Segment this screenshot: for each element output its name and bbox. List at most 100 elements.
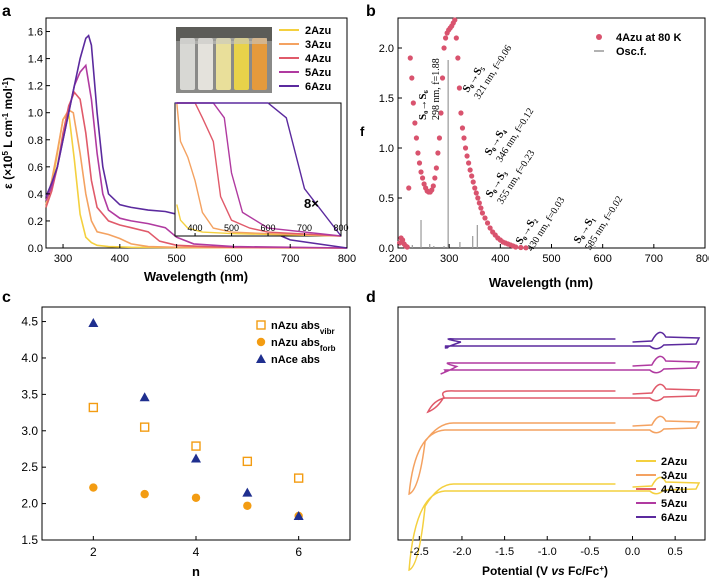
- panel-d-legend: 2Azu 3Azu 4Azu 5Azu 6Azu: [636, 456, 687, 524]
- circle-marker: [140, 489, 149, 499]
- scatter-point: [513, 244, 519, 250]
- open-square-marker: [242, 456, 253, 467]
- x-tick-label: 800: [696, 253, 709, 265]
- scatter-point: [421, 181, 427, 187]
- scatter-point: [429, 187, 435, 193]
- circle-marker: [89, 483, 98, 492]
- scatter-point: [456, 85, 462, 91]
- x-tick-label: -1.0: [538, 546, 557, 558]
- x-tick-label: -0.5: [580, 546, 599, 558]
- scatter-point: [466, 160, 472, 166]
- scatter-point: [452, 17, 458, 23]
- x-tick-label: 200: [389, 253, 407, 265]
- legend-label-3Azu: 3Azu: [661, 470, 687, 482]
- x-tick-label: 300: [440, 253, 458, 265]
- cv-curve-4Azu: [426, 383, 701, 414]
- triangle-marker: [242, 487, 253, 497]
- legend-label: nAzu absforb: [271, 337, 336, 353]
- y-tick-label: 0.6: [28, 162, 43, 174]
- inset-x-tick-label: 500: [224, 223, 239, 233]
- inset-x-tick-label: 600: [261, 223, 276, 233]
- scatter-point: [472, 185, 478, 191]
- scatter-point: [479, 210, 486, 216]
- panel-b-chart: 0.0 0.5 1.0 1.5 2.0 200 300 400 500 600 700 800 S₀…: [360, 17, 709, 290]
- scatter-point: [419, 175, 426, 181]
- y-tick-label: 0.8: [28, 135, 43, 147]
- y-tick-label: 4.0: [21, 351, 38, 365]
- x-tick-label: 700: [281, 253, 299, 265]
- scatter-point: [415, 150, 421, 156]
- scatter-point: [478, 205, 484, 211]
- inset-x-tick-label: 400: [188, 223, 203, 233]
- cv-curve-5Azu: [440, 355, 701, 375]
- open-square-marker: [139, 422, 150, 432]
- scatter-point: [487, 225, 493, 231]
- panel-a-xlabel: Wavelength (nm): [144, 269, 248, 284]
- scatter-point: [442, 35, 449, 41]
- y-tick-label: 2.5: [21, 460, 38, 474]
- scatter-point: [482, 215, 488, 221]
- x-tick-label: 6: [295, 545, 302, 559]
- panel-d-frame: [397, 306, 706, 541]
- scatter-point: [409, 75, 415, 81]
- inset-x-tick-label: 800: [333, 223, 348, 233]
- circle-marker: [243, 501, 252, 510]
- cv-curve-3Azu: [408, 415, 701, 496]
- inset-magnification-label: 8×: [304, 196, 319, 211]
- y-tick-label: 2.0: [379, 43, 394, 55]
- scatter-point: [404, 244, 410, 250]
- scatter-point: [518, 244, 524, 251]
- scatter-point: [410, 100, 416, 106]
- scatter-point: [413, 135, 420, 141]
- triangle-marker: [88, 318, 99, 328]
- y-tick-label: 1.6: [28, 27, 43, 39]
- scatter-point: [407, 55, 413, 61]
- cuvette-photo: [176, 27, 272, 93]
- y-tick-label: 3.0: [21, 424, 38, 438]
- panel-a-ylabel: ε (×105 L cm-1 mol-1): [1, 77, 16, 189]
- x-tick-label: -2.0: [452, 546, 471, 558]
- scatter-point: [406, 185, 412, 191]
- legend-label: nAzu absvibr: [271, 320, 335, 336]
- scatter-point: [435, 150, 441, 156]
- open-square-marker: [293, 473, 304, 483]
- y-tick-label: 1.2: [28, 81, 43, 93]
- triangle-marker: [293, 510, 304, 520]
- scatter-point: [458, 110, 464, 116]
- scatter-point: [412, 120, 418, 126]
- x-tick-label: 0.5: [668, 546, 683, 558]
- panel-a-chart: 0.0 0.2 0.4 0.6 0.8 1.0 1.2 1.4 1.6 300 400 500 600…: [1, 17, 356, 284]
- scatter-point: [476, 200, 482, 206]
- series-line-3Azu: [45, 108, 348, 249]
- y-tick-label: 0.5: [379, 193, 394, 205]
- legend-label-2Azu: 2Azu: [305, 25, 331, 37]
- y-tick-label: 2.0: [21, 497, 38, 511]
- circle-marker: [191, 493, 201, 502]
- scatter-point: [436, 135, 443, 141]
- panel-a-inset: 400 500 600 700 800 8×: [174, 102, 349, 237]
- x-tick-label: 600: [593, 253, 611, 265]
- scatter-point: [400, 237, 406, 243]
- cv-curve-6Azu: [444, 331, 701, 350]
- scatter-point: [416, 160, 423, 166]
- y-tick-label: 1.5: [21, 533, 38, 547]
- y-tick-label: 4.5: [21, 315, 38, 329]
- inset-x-tick-label: 700: [297, 223, 312, 233]
- scatter-point: [453, 35, 459, 41]
- scatter-point: [433, 165, 439, 171]
- panel-d-xlabel: Potential (V vs Fc/Fc+): [482, 564, 608, 578]
- legend-label-3Azu: 3Azu: [305, 39, 331, 51]
- y-tick-label: 1.0: [28, 108, 43, 120]
- x-tick-label: 700: [645, 253, 663, 265]
- panel-a-legend: 2Azu 3Azu 4Azu 5Azu 6Azu: [279, 25, 331, 93]
- scatter-point: [467, 167, 473, 173]
- x-tick-label: 500: [167, 253, 185, 265]
- panel-c-xlabel: n: [192, 564, 200, 578]
- y-tick-label: 0.4: [28, 189, 43, 201]
- scatter-point: [439, 75, 446, 81]
- open-square-marker: [191, 441, 201, 451]
- panel-b-ylabel: f: [360, 124, 365, 139]
- panel-b-legend: 4Azu at 80 K Osc.f.: [594, 32, 681, 58]
